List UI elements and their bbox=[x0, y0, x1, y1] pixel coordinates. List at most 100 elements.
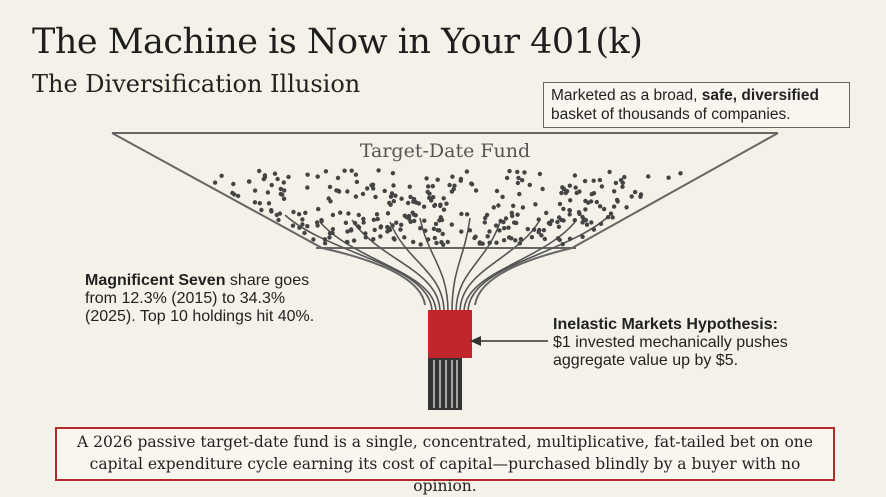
holding-dot bbox=[544, 210, 549, 216]
holding-dot bbox=[464, 212, 470, 217]
holding-dot bbox=[303, 210, 308, 215]
holding-dot bbox=[369, 183, 374, 188]
holding-dot bbox=[375, 216, 380, 222]
holding-dot bbox=[533, 202, 538, 207]
holding-dot bbox=[449, 222, 454, 227]
holding-dot bbox=[378, 234, 383, 239]
holding-dot bbox=[334, 188, 339, 193]
holding-dot bbox=[537, 171, 543, 177]
holding-dot bbox=[353, 194, 359, 199]
holding-dot bbox=[351, 238, 357, 243]
note-text: share goes bbox=[225, 272, 310, 289]
holding-dot bbox=[556, 224, 562, 229]
holding-dot bbox=[305, 185, 310, 190]
holding-dot bbox=[394, 220, 399, 225]
holding-dot bbox=[473, 188, 479, 193]
holding-dot bbox=[430, 184, 435, 189]
holding-dot bbox=[613, 180, 619, 186]
holding-dot bbox=[507, 168, 512, 174]
callout-bold: safe, diversified bbox=[701, 87, 819, 104]
holding-dot bbox=[404, 214, 409, 220]
holding-dot bbox=[426, 237, 431, 242]
holding-dot bbox=[291, 209, 296, 215]
holding-dot bbox=[261, 176, 266, 182]
holding-dot bbox=[232, 192, 237, 197]
holding-dot bbox=[612, 189, 617, 194]
holding-dot bbox=[280, 192, 285, 197]
holding-dot bbox=[432, 202, 438, 208]
holding-dot bbox=[330, 212, 336, 218]
note-bold: Inelastic Markets Hypothesis: bbox=[553, 316, 778, 333]
holding-dot bbox=[441, 196, 446, 201]
holding-dot bbox=[568, 198, 573, 203]
holding-dot bbox=[503, 216, 509, 221]
holding-dot bbox=[269, 182, 274, 188]
holding-dot bbox=[338, 210, 343, 215]
holding-dot bbox=[459, 229, 464, 234]
holding-dot bbox=[487, 229, 492, 234]
holding-dot bbox=[257, 201, 262, 206]
holding-dot bbox=[408, 194, 413, 200]
holding-dot bbox=[269, 209, 274, 214]
holding-dot bbox=[620, 184, 625, 189]
holding-dot bbox=[316, 206, 321, 212]
fan-line bbox=[459, 219, 541, 313]
holding-dot bbox=[557, 201, 563, 207]
holding-dot bbox=[387, 200, 392, 206]
holding-dot bbox=[580, 214, 585, 220]
holding-dot bbox=[522, 170, 527, 175]
holding-dot bbox=[487, 240, 492, 245]
holding-dot bbox=[549, 218, 555, 223]
holding-dot bbox=[497, 228, 502, 233]
holding-dot bbox=[580, 220, 585, 225]
holding-dot bbox=[266, 201, 272, 206]
holding-dot bbox=[361, 220, 366, 225]
holding-dot bbox=[376, 168, 381, 173]
holding-dot bbox=[290, 223, 296, 228]
holding-dot bbox=[441, 207, 447, 212]
holding-dot bbox=[588, 199, 594, 204]
holding-dot bbox=[506, 225, 511, 230]
holding-dot bbox=[491, 205, 496, 210]
holding-dot bbox=[435, 177, 440, 182]
holding-dot bbox=[219, 173, 224, 178]
holding-dot bbox=[573, 185, 578, 190]
holding-dot bbox=[567, 183, 572, 188]
holding-dot bbox=[584, 222, 590, 227]
holding-dot bbox=[540, 186, 545, 192]
fan-line bbox=[463, 221, 576, 313]
holding-dot bbox=[281, 196, 287, 201]
holding-dot bbox=[363, 235, 368, 240]
holdings-dots bbox=[212, 168, 683, 247]
holding-dot bbox=[464, 169, 470, 174]
holding-dot bbox=[542, 236, 547, 242]
holding-dot bbox=[583, 207, 588, 212]
holding-dot bbox=[591, 178, 596, 183]
holding-dot bbox=[276, 217, 281, 223]
holding-dot bbox=[352, 220, 358, 226]
holding-dot bbox=[547, 221, 553, 227]
holding-dot bbox=[297, 225, 302, 230]
holding-dot bbox=[572, 218, 577, 223]
holding-dot bbox=[638, 192, 644, 197]
holding-dot bbox=[361, 216, 366, 222]
holding-dot bbox=[252, 188, 258, 193]
holding-dot bbox=[323, 169, 329, 174]
holding-dot bbox=[477, 241, 482, 246]
holding-dot bbox=[646, 174, 651, 179]
footer-line: A 2026 passive target-date fund is a sin… bbox=[77, 433, 813, 451]
holding-dot bbox=[509, 210, 514, 216]
footer-box: A 2026 passive target-date fund is a sin… bbox=[55, 427, 835, 495]
funnel-diagram: Target-Date Fund bbox=[111, 132, 779, 410]
holding-dot bbox=[390, 171, 396, 176]
neck-concentration bbox=[428, 310, 472, 358]
holding-dot bbox=[599, 184, 605, 189]
holding-dot bbox=[567, 212, 572, 217]
holding-dot bbox=[356, 225, 362, 230]
holding-dot bbox=[504, 175, 510, 181]
holding-dot bbox=[438, 215, 443, 220]
holding-dot bbox=[567, 208, 573, 213]
pipe-stripes bbox=[433, 360, 458, 408]
holding-dot bbox=[445, 239, 450, 245]
holding-dot bbox=[513, 238, 518, 243]
